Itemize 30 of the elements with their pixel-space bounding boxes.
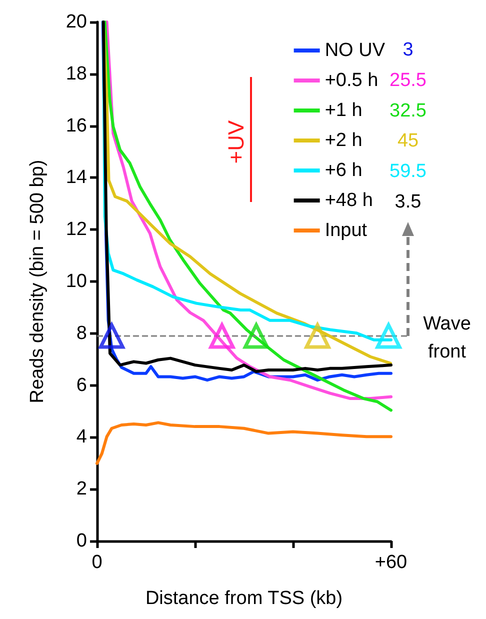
annotation: +UV [224,120,248,164]
text: 3.5 [394,192,422,212]
legend-label: +2 h [324,130,362,151]
y-tick-label: 12 [66,219,87,240]
legend-label: +6 h [324,160,362,181]
text: 45 [397,130,419,152]
annotation: 32.5 [390,100,426,122]
line-series [96,421,392,465]
y-tick-label: 18 [66,63,87,84]
y-tick-label: 0 [76,530,87,552]
y-tick-label: 16 [66,115,87,136]
legend-label: NO UV [324,40,386,61]
y-tick-label: 20 [66,12,87,32]
text: Wave front [423,314,471,362]
text: 3 [402,40,414,60]
y-tick-label: 4 [76,426,88,448]
y-tick-label: 6 [76,374,87,396]
y-axis-title: Reads density (bin = 500 bp) [27,160,48,404]
annotation: 59.5 [390,161,426,182]
legend-label: Input [324,220,368,241]
x-axis-title: Distance from TSS (kb) [145,588,343,609]
legend-label: +48 h [324,190,373,211]
x-tick-label: +60 [374,552,408,573]
legend-label: +1 h [324,100,362,121]
y-tick-label: 2 [76,478,87,500]
y-tick-label: 8 [76,322,87,344]
y-tick-label: 14 [66,167,88,188]
legend-label: +0.5 h [324,70,378,91]
y-tick-label: 10 [66,271,87,292]
annotation: 25.5 [390,70,426,91]
